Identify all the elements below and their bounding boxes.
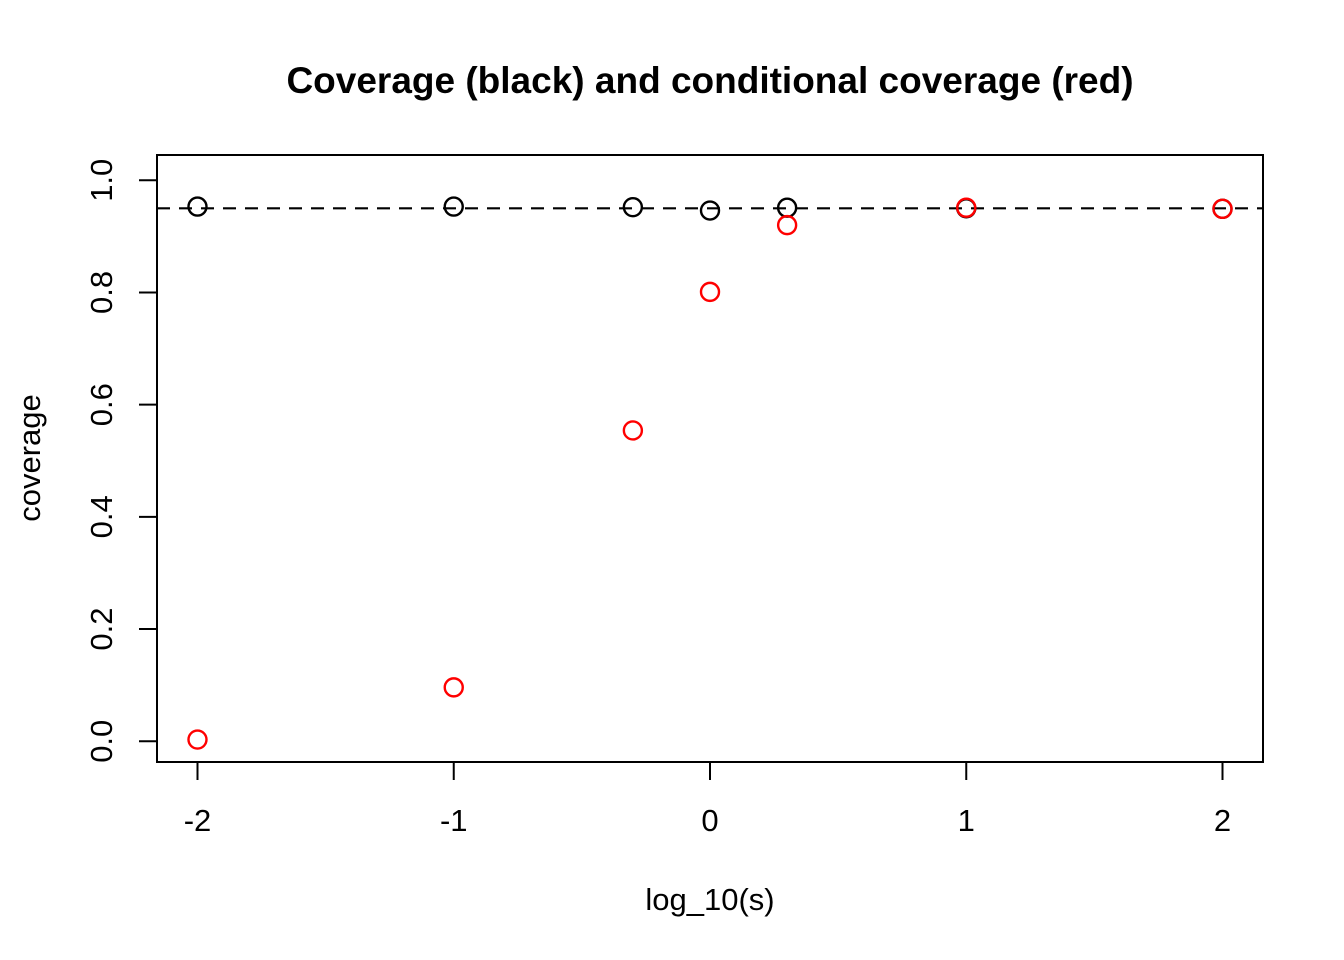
data-point-black xyxy=(699,200,721,221)
x-axis-tick-label: 2 xyxy=(1214,803,1231,838)
data-point-red xyxy=(622,420,644,441)
x-axis-tick-label: -2 xyxy=(184,803,212,838)
data-point-red xyxy=(776,214,798,236)
data-point-red xyxy=(699,281,721,303)
data-point-red xyxy=(187,729,208,750)
data-point-black xyxy=(622,196,644,218)
data-point-red xyxy=(1212,198,1233,220)
plot-border xyxy=(156,154,1264,763)
x-axis-tick-label: -1 xyxy=(440,803,468,838)
x-axis-tick-label: 0 xyxy=(701,803,718,838)
chart-title: Coverage (black) and conditional coverag… xyxy=(286,60,1134,101)
data-point-black xyxy=(187,196,208,217)
data-point-red xyxy=(956,197,977,218)
y-axis-tick-label: 0.8 xyxy=(84,271,119,314)
y-axis-tick-label: 0.6 xyxy=(84,383,119,426)
data-point-red xyxy=(443,677,464,698)
x-axis-tick-label: 1 xyxy=(958,803,975,838)
data-point-black xyxy=(443,196,464,217)
y-axis-tick-label: 0.2 xyxy=(84,607,119,650)
y-axis-tick-label: 1.0 xyxy=(84,159,119,202)
y-axis-tick-label: 0.0 xyxy=(84,720,119,763)
y-axis-tick-label: 0.4 xyxy=(84,495,119,538)
x-axis-title: log_10(s) xyxy=(645,882,775,917)
